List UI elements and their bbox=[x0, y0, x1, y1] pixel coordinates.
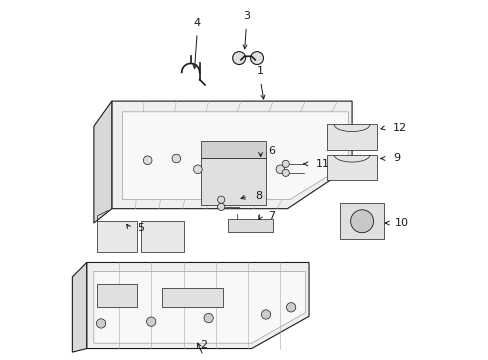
Circle shape bbox=[172, 154, 180, 163]
Text: 10: 10 bbox=[394, 218, 408, 228]
Circle shape bbox=[282, 160, 289, 167]
Polygon shape bbox=[201, 140, 265, 158]
Polygon shape bbox=[112, 101, 351, 209]
Polygon shape bbox=[97, 284, 137, 307]
Polygon shape bbox=[201, 158, 265, 205]
Polygon shape bbox=[326, 155, 376, 180]
Circle shape bbox=[232, 51, 245, 64]
Circle shape bbox=[250, 51, 263, 64]
Text: 9: 9 bbox=[392, 153, 400, 163]
Circle shape bbox=[96, 319, 105, 328]
Circle shape bbox=[286, 303, 295, 312]
Circle shape bbox=[282, 169, 289, 176]
Polygon shape bbox=[326, 125, 376, 149]
Polygon shape bbox=[86, 262, 308, 348]
Text: 2: 2 bbox=[199, 340, 206, 350]
Text: 7: 7 bbox=[267, 211, 274, 221]
Text: 3: 3 bbox=[243, 11, 249, 21]
Polygon shape bbox=[122, 112, 348, 200]
Text: 5: 5 bbox=[137, 224, 143, 233]
Text: 6: 6 bbox=[267, 146, 274, 156]
Circle shape bbox=[217, 203, 224, 211]
Polygon shape bbox=[140, 221, 183, 252]
Polygon shape bbox=[72, 262, 86, 352]
Text: 12: 12 bbox=[392, 123, 407, 133]
Polygon shape bbox=[97, 221, 137, 252]
Text: 4: 4 bbox=[193, 18, 200, 28]
Circle shape bbox=[350, 210, 373, 233]
Polygon shape bbox=[162, 288, 223, 307]
Polygon shape bbox=[94, 101, 112, 223]
Circle shape bbox=[146, 317, 156, 326]
Polygon shape bbox=[94, 271, 305, 343]
Circle shape bbox=[217, 196, 224, 203]
Polygon shape bbox=[339, 203, 384, 239]
Circle shape bbox=[261, 310, 270, 319]
Text: 11: 11 bbox=[316, 159, 329, 169]
Text: 8: 8 bbox=[255, 191, 262, 201]
Circle shape bbox=[143, 156, 152, 165]
Polygon shape bbox=[228, 220, 273, 232]
Circle shape bbox=[276, 165, 284, 174]
Text: 1: 1 bbox=[257, 66, 264, 76]
Circle shape bbox=[193, 165, 202, 174]
Circle shape bbox=[203, 314, 213, 323]
